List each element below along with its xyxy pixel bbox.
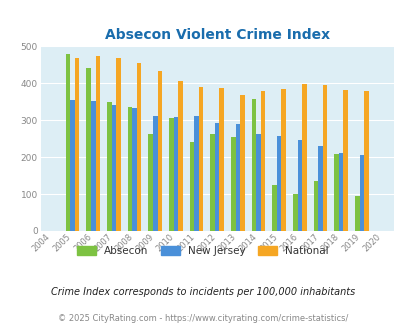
Bar: [318, 146, 322, 231]
Text: Crime Index corresponds to incidents per 100,000 inhabitants: Crime Index corresponds to incidents per…: [51, 287, 354, 297]
Bar: [256, 134, 260, 231]
Legend: Absecon, New Jersey, National: Absecon, New Jersey, National: [73, 242, 332, 260]
Bar: [276, 136, 281, 231]
Bar: [136, 63, 141, 231]
Bar: [322, 85, 326, 231]
Bar: [354, 196, 359, 231]
Bar: [239, 95, 244, 231]
Bar: [333, 154, 338, 231]
Text: © 2025 CityRating.com - https://www.cityrating.com/crime-statistics/: © 2025 CityRating.com - https://www.city…: [58, 314, 347, 323]
Bar: [210, 134, 214, 231]
Bar: [214, 123, 219, 231]
Bar: [313, 181, 318, 231]
Bar: [219, 88, 224, 231]
Bar: [168, 117, 173, 231]
Bar: [251, 99, 256, 231]
Bar: [107, 102, 111, 231]
Bar: [132, 108, 136, 231]
Bar: [148, 134, 153, 231]
Bar: [235, 124, 239, 231]
Bar: [343, 90, 347, 231]
Bar: [363, 91, 368, 231]
Bar: [153, 116, 157, 231]
Bar: [338, 153, 343, 231]
Bar: [91, 101, 95, 231]
Bar: [178, 81, 182, 231]
Bar: [66, 53, 70, 231]
Bar: [173, 117, 178, 231]
Bar: [86, 68, 91, 231]
Bar: [128, 107, 132, 231]
Bar: [198, 87, 203, 231]
Bar: [194, 116, 198, 231]
Title: Absecon Violent Crime Index: Absecon Violent Crime Index: [104, 28, 329, 42]
Bar: [301, 83, 306, 231]
Bar: [111, 105, 116, 231]
Bar: [260, 91, 265, 231]
Bar: [359, 155, 363, 231]
Bar: [297, 140, 301, 231]
Bar: [292, 194, 297, 231]
Bar: [70, 100, 75, 231]
Bar: [75, 58, 79, 231]
Bar: [281, 89, 285, 231]
Bar: [230, 138, 235, 231]
Bar: [272, 185, 276, 231]
Bar: [157, 71, 162, 231]
Bar: [95, 56, 100, 231]
Bar: [116, 58, 120, 231]
Bar: [189, 142, 194, 231]
